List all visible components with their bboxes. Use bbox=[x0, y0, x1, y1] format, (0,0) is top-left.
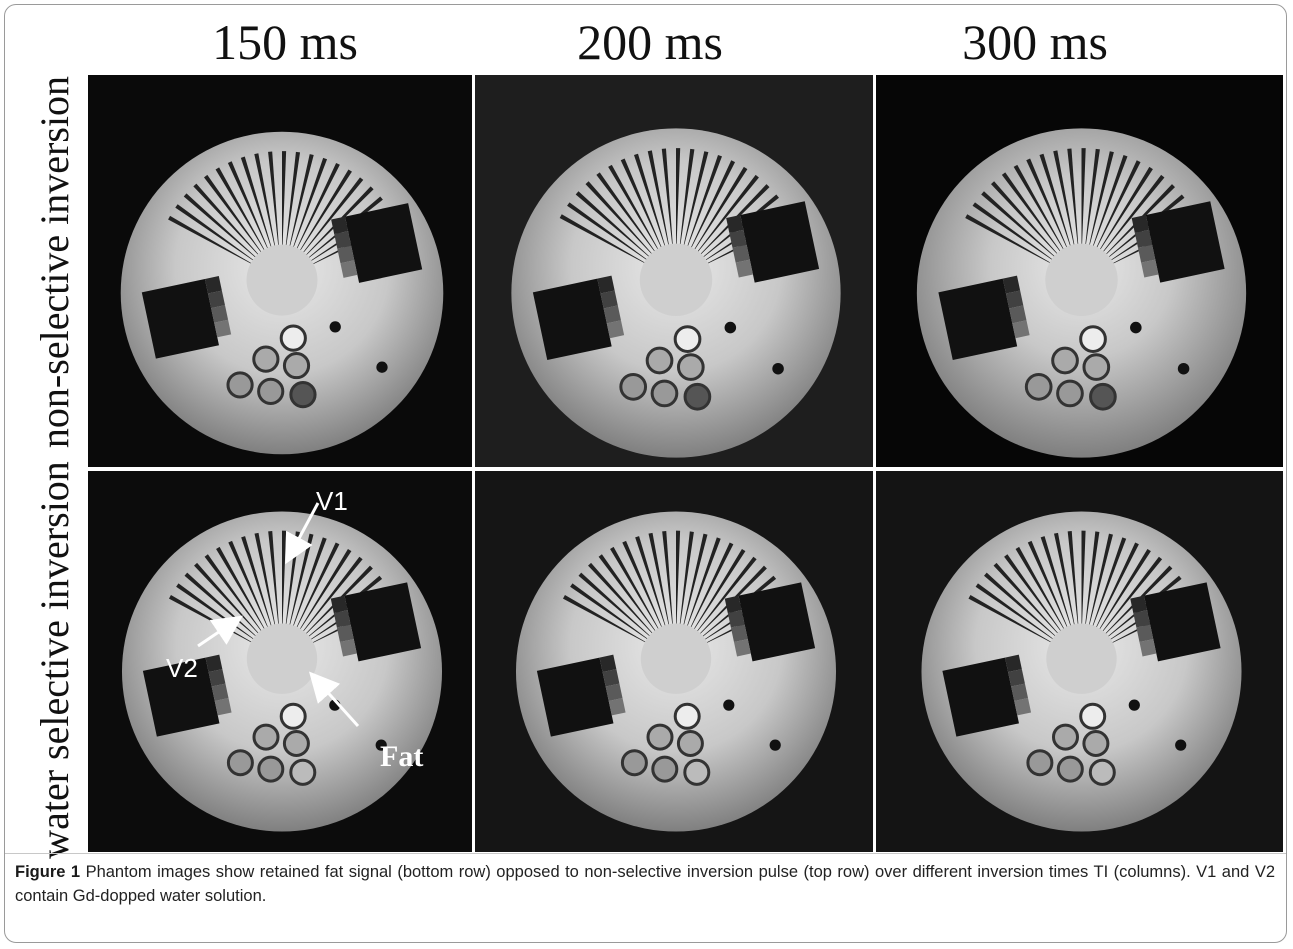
vial bbox=[673, 325, 702, 353]
v1-arrow bbox=[285, 502, 320, 565]
contrast-block bbox=[532, 275, 625, 361]
vial bbox=[683, 758, 711, 786]
label-v1: V1 bbox=[316, 486, 348, 516]
annotation-arrows bbox=[197, 502, 360, 728]
caption-text: Phantom images show retained fat signal … bbox=[15, 863, 1276, 905]
contrast-block bbox=[942, 654, 1032, 737]
vial bbox=[257, 755, 285, 783]
vial bbox=[226, 371, 254, 399]
vial bbox=[1051, 346, 1079, 375]
vial bbox=[1088, 758, 1116, 786]
vial bbox=[1024, 372, 1053, 401]
air-dot bbox=[376, 361, 388, 373]
contrast-block bbox=[141, 276, 232, 359]
air-dot bbox=[1175, 739, 1187, 751]
vial bbox=[676, 353, 705, 381]
vial bbox=[282, 351, 311, 380]
vial bbox=[650, 379, 679, 408]
vial bbox=[289, 758, 317, 786]
phantom-panel-top-150ms bbox=[88, 75, 472, 467]
phantom-image bbox=[88, 75, 472, 467]
vial bbox=[676, 730, 704, 758]
caption-divider bbox=[5, 853, 1286, 854]
vial bbox=[257, 377, 285, 405]
phantom-image bbox=[475, 75, 873, 467]
vial bbox=[279, 702, 307, 730]
contrast-block bbox=[331, 203, 423, 283]
vial bbox=[619, 372, 648, 401]
vial bbox=[252, 723, 280, 751]
contrast-block bbox=[1131, 201, 1225, 283]
contrast-block bbox=[726, 201, 820, 283]
vial bbox=[279, 324, 307, 352]
vial bbox=[683, 382, 712, 411]
air-dot bbox=[1130, 321, 1142, 334]
air-dot bbox=[1128, 699, 1140, 711]
phantom-panel-top-200ms bbox=[475, 75, 873, 467]
figure-frame bbox=[4, 4, 1287, 943]
column-header-150ms: 150 ms bbox=[212, 14, 358, 70]
vial bbox=[1089, 382, 1117, 411]
vial bbox=[645, 346, 674, 375]
phantom-image bbox=[475, 471, 873, 852]
vial bbox=[1082, 730, 1110, 758]
v2-arrow bbox=[197, 615, 243, 648]
vial bbox=[1079, 325, 1107, 353]
row-label-water-selective: water selective inversion bbox=[32, 461, 77, 859]
column-header-300ms: 300 ms bbox=[962, 14, 1108, 70]
vial bbox=[651, 755, 679, 783]
vial bbox=[1082, 353, 1111, 381]
vial bbox=[1056, 755, 1084, 783]
vial bbox=[282, 730, 310, 758]
contrast-block bbox=[330, 582, 422, 662]
vial bbox=[1056, 379, 1084, 408]
contrast-block bbox=[142, 654, 232, 737]
phantom-panel-bottom-150ms bbox=[88, 471, 472, 852]
air-dot bbox=[1177, 362, 1190, 375]
air-dot bbox=[329, 321, 341, 333]
row-label-non-selective: non-selective inversion bbox=[32, 75, 77, 449]
vial bbox=[1051, 723, 1079, 751]
column-header-200ms: 200 ms bbox=[577, 14, 723, 70]
phantom-image bbox=[876, 75, 1283, 467]
vial bbox=[289, 381, 317, 409]
contrast-block bbox=[536, 654, 626, 737]
label-v2: V2 bbox=[166, 653, 198, 683]
vial bbox=[673, 702, 701, 730]
air-dot bbox=[772, 362, 784, 375]
vial bbox=[646, 723, 674, 751]
vial bbox=[226, 749, 254, 777]
contrast-block bbox=[724, 582, 816, 662]
label-fat: Fat bbox=[380, 740, 424, 773]
caption-label: Figure 1 bbox=[15, 863, 81, 881]
air-dot bbox=[723, 699, 735, 711]
vial bbox=[1026, 749, 1054, 777]
fat-arrow bbox=[308, 671, 360, 728]
air-dot bbox=[375, 739, 387, 751]
vial bbox=[620, 749, 648, 777]
phantom-panel-bottom-300ms bbox=[876, 471, 1283, 852]
phantom-panel-bottom-200ms bbox=[475, 471, 873, 852]
contrast-block bbox=[1130, 582, 1221, 662]
phantom-image bbox=[88, 471, 472, 852]
figure-caption: Figure 1 Phantom images show retained fa… bbox=[15, 860, 1275, 908]
phantom-panel-top-300ms bbox=[876, 75, 1283, 467]
contrast-block bbox=[938, 275, 1030, 361]
phantom-image-grid: V1 V2 Fat bbox=[88, 75, 1283, 852]
vial bbox=[1079, 702, 1107, 730]
air-dot bbox=[769, 739, 781, 751]
phantom-image bbox=[876, 471, 1283, 852]
air-dot bbox=[724, 321, 737, 334]
vial bbox=[252, 345, 280, 373]
